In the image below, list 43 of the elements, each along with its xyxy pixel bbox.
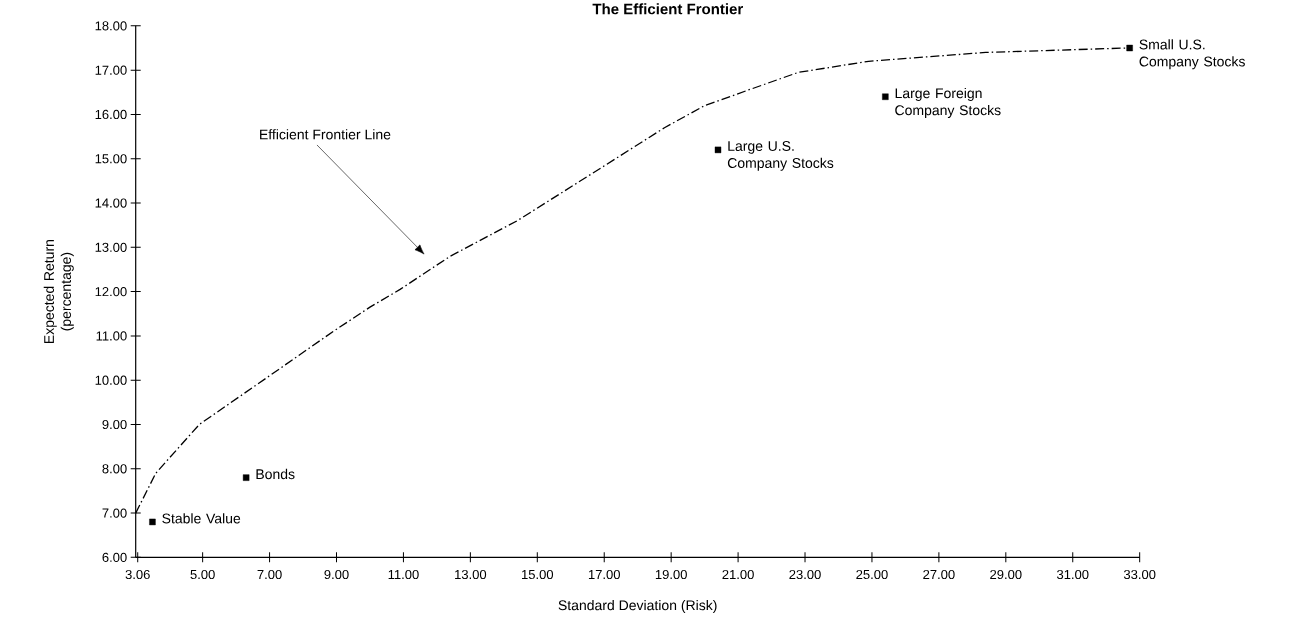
x-tick-label: 33.00 xyxy=(1123,569,1156,579)
series-label: Stable Value xyxy=(162,512,241,524)
y-tick-label: 12.00 xyxy=(95,286,127,297)
series-label: Large Foreign Company Stocks xyxy=(895,87,1001,118)
x-tick-label: 31.00 xyxy=(1056,569,1089,579)
point xyxy=(882,93,889,100)
x-tick-label: 23.00 xyxy=(789,569,821,579)
y-tick-label: 10.00 xyxy=(95,375,127,385)
y-tick-label: 9.00 xyxy=(102,419,127,429)
annotation: Efficient Frontier Line xyxy=(260,128,391,140)
x-tick-label: 7.00 xyxy=(257,569,282,579)
y-tick-label: 7.00 xyxy=(102,508,127,518)
x-tick-label: 9.00 xyxy=(324,569,349,579)
x-tick-label: 19.00 xyxy=(655,569,687,579)
point xyxy=(714,146,722,153)
y-tick-label: 13.00 xyxy=(95,242,127,252)
y-tick-label: 8.00 xyxy=(102,464,127,474)
y-tick-label: 15.00 xyxy=(95,153,127,164)
series-label: Small U.S. Company Stocks xyxy=(1139,39,1245,70)
x-tick-label: 13.00 xyxy=(455,569,487,579)
series-label: Bonds xyxy=(256,468,295,479)
y-tick-label: 16.00 xyxy=(95,109,127,119)
x-tick-label: 27.00 xyxy=(923,569,955,579)
x-tick-label: 11.00 xyxy=(388,569,419,579)
point xyxy=(1126,44,1133,52)
x-tick-label: 15.00 xyxy=(522,569,554,579)
point xyxy=(149,518,156,525)
x-tick-label: 21.00 xyxy=(722,569,754,579)
y-tick-label: 11.00 xyxy=(96,331,127,341)
x-axis-title: Standard Deviation (Risk) xyxy=(558,599,717,613)
y-tick-label: 14.00 xyxy=(95,198,127,208)
y-axis-title: Expected Return (percentage) xyxy=(43,239,74,343)
x-tick-label: 3.06 xyxy=(125,569,150,579)
point xyxy=(242,474,250,481)
chart-title: The Efficient Frontier xyxy=(592,3,744,15)
series-label: Large U.S. Company Stocks xyxy=(727,140,834,171)
y-tick-label: 6.00 xyxy=(102,552,127,562)
x-tick-label: 5.00 xyxy=(190,569,215,579)
x-tick-label: 17.00 xyxy=(588,569,620,579)
y-tick-label: 17.00 xyxy=(95,65,127,75)
x-tick-label: 25.00 xyxy=(856,569,888,579)
y-tick-label: 18.00 xyxy=(95,21,127,31)
x-tick-label: 29.00 xyxy=(990,569,1022,579)
